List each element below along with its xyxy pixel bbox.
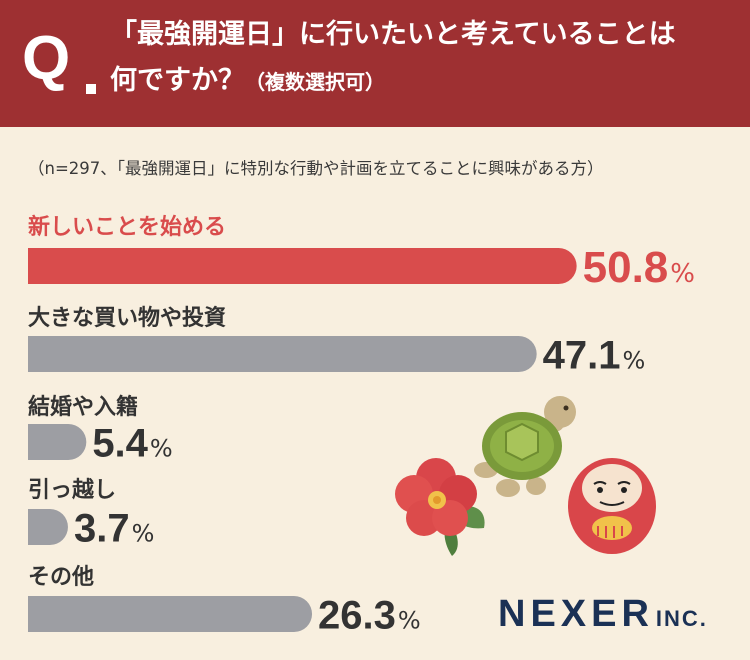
daruma-doll-icon — [568, 458, 656, 554]
value-label-start-new: 50.8% — [583, 243, 695, 292]
value-unit-other: % — [398, 606, 421, 634]
nexer-logo: NEXERINC. — [498, 592, 708, 641]
bar-start-new — [28, 248, 577, 284]
question-mark-label: Q — [22, 24, 71, 93]
value-unit-big-purchase: % — [623, 346, 646, 374]
question-text-line2: 何ですか？（複数選択可） — [110, 64, 385, 99]
category-label-start-new: 新しいことを始める — [28, 215, 227, 240]
value-number-start-new: 50.8 — [583, 243, 669, 292]
value-unit-start-new: % — [670, 259, 695, 289]
value-number-big-purchase: 47.1 — [543, 333, 621, 377]
category-label-moving: 引っ越し — [28, 478, 117, 503]
sample-size-note: （n=297、「最強開運日」に特別な行動や計画を立てることに興味がある方） — [28, 159, 604, 178]
question-text-line1: 「最強開運日」に行いたいと考えていることは — [110, 19, 676, 50]
turtle-icon — [474, 396, 576, 497]
question-text-note: （複数選択可） — [245, 70, 385, 94]
category-label-big-purchase: 大きな買い物や投資 — [28, 306, 227, 331]
logo-suffix: INC. — [655, 606, 708, 631]
question-text-main: 何ですか？ — [110, 65, 245, 96]
header-banner: Q 「最強開運日」に行いたいと考えていることは 何ですか？（複数選択可） — [0, 0, 750, 127]
category-label-marriage: 結婚や入籍 — [28, 395, 139, 420]
value-number-other: 26.3 — [318, 593, 396, 637]
value-label-other: 26.3% — [318, 593, 421, 637]
value-label-marriage: 5.4% — [92, 421, 172, 465]
value-label-moving: 3.7% — [74, 506, 154, 550]
category-label-other: その他 — [28, 565, 95, 590]
camellia-flower-icon — [395, 458, 485, 556]
value-unit-moving: % — [132, 519, 155, 547]
bar-moving — [28, 509, 68, 545]
bars-layer — [28, 248, 577, 632]
bar-other — [28, 596, 313, 632]
question-mark-dot — [86, 84, 96, 94]
value-number-moving: 3.7 — [74, 506, 130, 550]
value-labels-layer: 50.8%47.1%5.4%3.7%26.3% — [74, 243, 695, 638]
value-label-big-purchase: 47.1% — [543, 333, 646, 377]
logo-name: NEXER — [498, 593, 654, 635]
bar-marriage — [28, 424, 87, 460]
value-number-marriage: 5.4 — [92, 421, 148, 465]
value-unit-marriage: % — [150, 434, 173, 462]
bar-big-purchase — [28, 336, 537, 372]
